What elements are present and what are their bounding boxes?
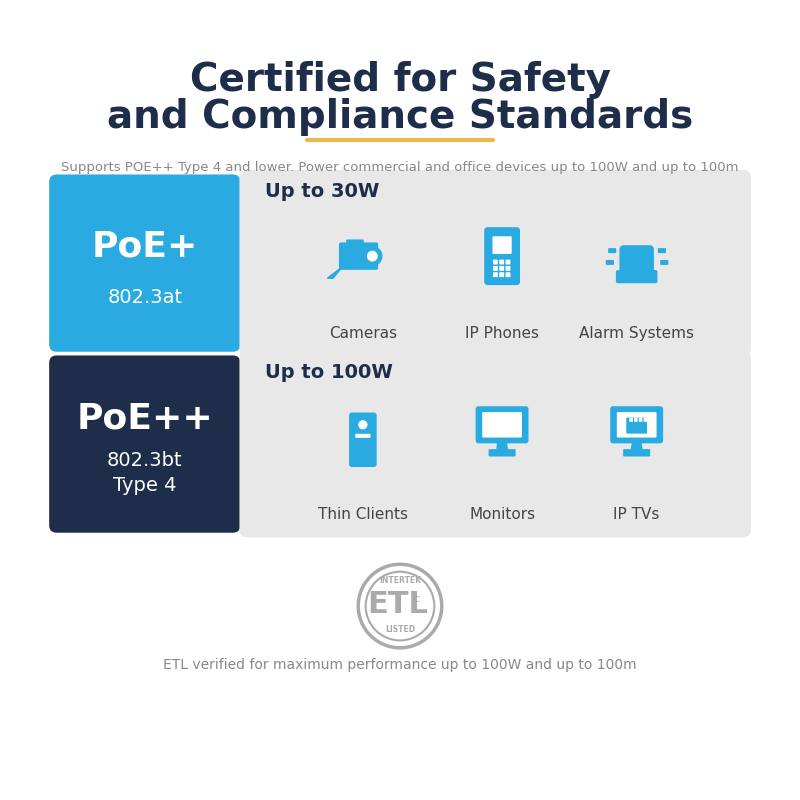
FancyBboxPatch shape xyxy=(658,248,666,253)
FancyBboxPatch shape xyxy=(476,406,529,443)
FancyBboxPatch shape xyxy=(630,418,633,422)
FancyBboxPatch shape xyxy=(623,449,650,457)
Text: Type 4: Type 4 xyxy=(113,476,177,495)
FancyBboxPatch shape xyxy=(506,266,510,271)
Text: PoE++: PoE++ xyxy=(76,402,213,435)
FancyBboxPatch shape xyxy=(239,351,751,538)
FancyBboxPatch shape xyxy=(660,260,668,265)
Text: Cameras: Cameras xyxy=(329,326,397,341)
FancyBboxPatch shape xyxy=(499,260,504,265)
FancyBboxPatch shape xyxy=(484,227,520,285)
FancyBboxPatch shape xyxy=(493,236,512,254)
FancyBboxPatch shape xyxy=(643,418,647,422)
Text: Up to 100W: Up to 100W xyxy=(266,362,394,382)
Text: Thin Clients: Thin Clients xyxy=(318,506,408,522)
Circle shape xyxy=(368,251,377,261)
Text: ETL: ETL xyxy=(368,590,429,618)
FancyBboxPatch shape xyxy=(617,412,657,438)
FancyBboxPatch shape xyxy=(619,245,654,278)
Text: Supports POE++ Type 4 and lower. Power commercial and office devices up to 100W : Supports POE++ Type 4 and lower. Power c… xyxy=(62,162,738,174)
FancyBboxPatch shape xyxy=(349,413,377,467)
FancyBboxPatch shape xyxy=(639,418,642,422)
FancyBboxPatch shape xyxy=(493,260,498,265)
Polygon shape xyxy=(497,441,508,452)
FancyBboxPatch shape xyxy=(355,434,370,438)
Text: IP Phones: IP Phones xyxy=(465,326,539,341)
FancyBboxPatch shape xyxy=(606,260,614,265)
FancyBboxPatch shape xyxy=(493,266,498,271)
FancyBboxPatch shape xyxy=(499,266,504,271)
Text: LISTED: LISTED xyxy=(385,625,415,634)
FancyBboxPatch shape xyxy=(608,248,616,253)
FancyBboxPatch shape xyxy=(626,418,647,434)
Polygon shape xyxy=(327,262,346,278)
Text: and Compliance Standards: and Compliance Standards xyxy=(107,98,693,136)
FancyBboxPatch shape xyxy=(616,270,658,283)
Text: Up to 30W: Up to 30W xyxy=(266,182,380,201)
Text: IP TVs: IP TVs xyxy=(614,506,660,522)
Polygon shape xyxy=(631,441,642,452)
Text: 802.3bt: 802.3bt xyxy=(107,451,182,470)
Text: Certified for Safety: Certified for Safety xyxy=(190,61,610,98)
FancyBboxPatch shape xyxy=(346,239,364,248)
FancyBboxPatch shape xyxy=(49,355,240,533)
FancyBboxPatch shape xyxy=(339,242,378,270)
FancyBboxPatch shape xyxy=(499,272,504,277)
FancyBboxPatch shape xyxy=(493,272,498,277)
Text: PoE+: PoE+ xyxy=(91,230,198,264)
Text: ETL verified for maximum performance up to 100W and up to 100m: ETL verified for maximum performance up … xyxy=(163,658,637,671)
FancyBboxPatch shape xyxy=(239,170,751,356)
FancyBboxPatch shape xyxy=(506,272,510,277)
FancyBboxPatch shape xyxy=(634,418,638,422)
Text: Monitors: Monitors xyxy=(469,506,535,522)
FancyBboxPatch shape xyxy=(482,412,522,438)
FancyBboxPatch shape xyxy=(506,260,510,265)
Text: Alarm Systems: Alarm Systems xyxy=(579,326,694,341)
Text: c: c xyxy=(414,594,419,604)
Text: 802.3at: 802.3at xyxy=(107,289,182,307)
Text: INTERTEK: INTERTEK xyxy=(379,577,421,586)
FancyBboxPatch shape xyxy=(610,406,663,443)
Circle shape xyxy=(363,246,382,266)
FancyBboxPatch shape xyxy=(489,449,516,457)
FancyBboxPatch shape xyxy=(49,174,240,352)
Circle shape xyxy=(359,421,367,429)
